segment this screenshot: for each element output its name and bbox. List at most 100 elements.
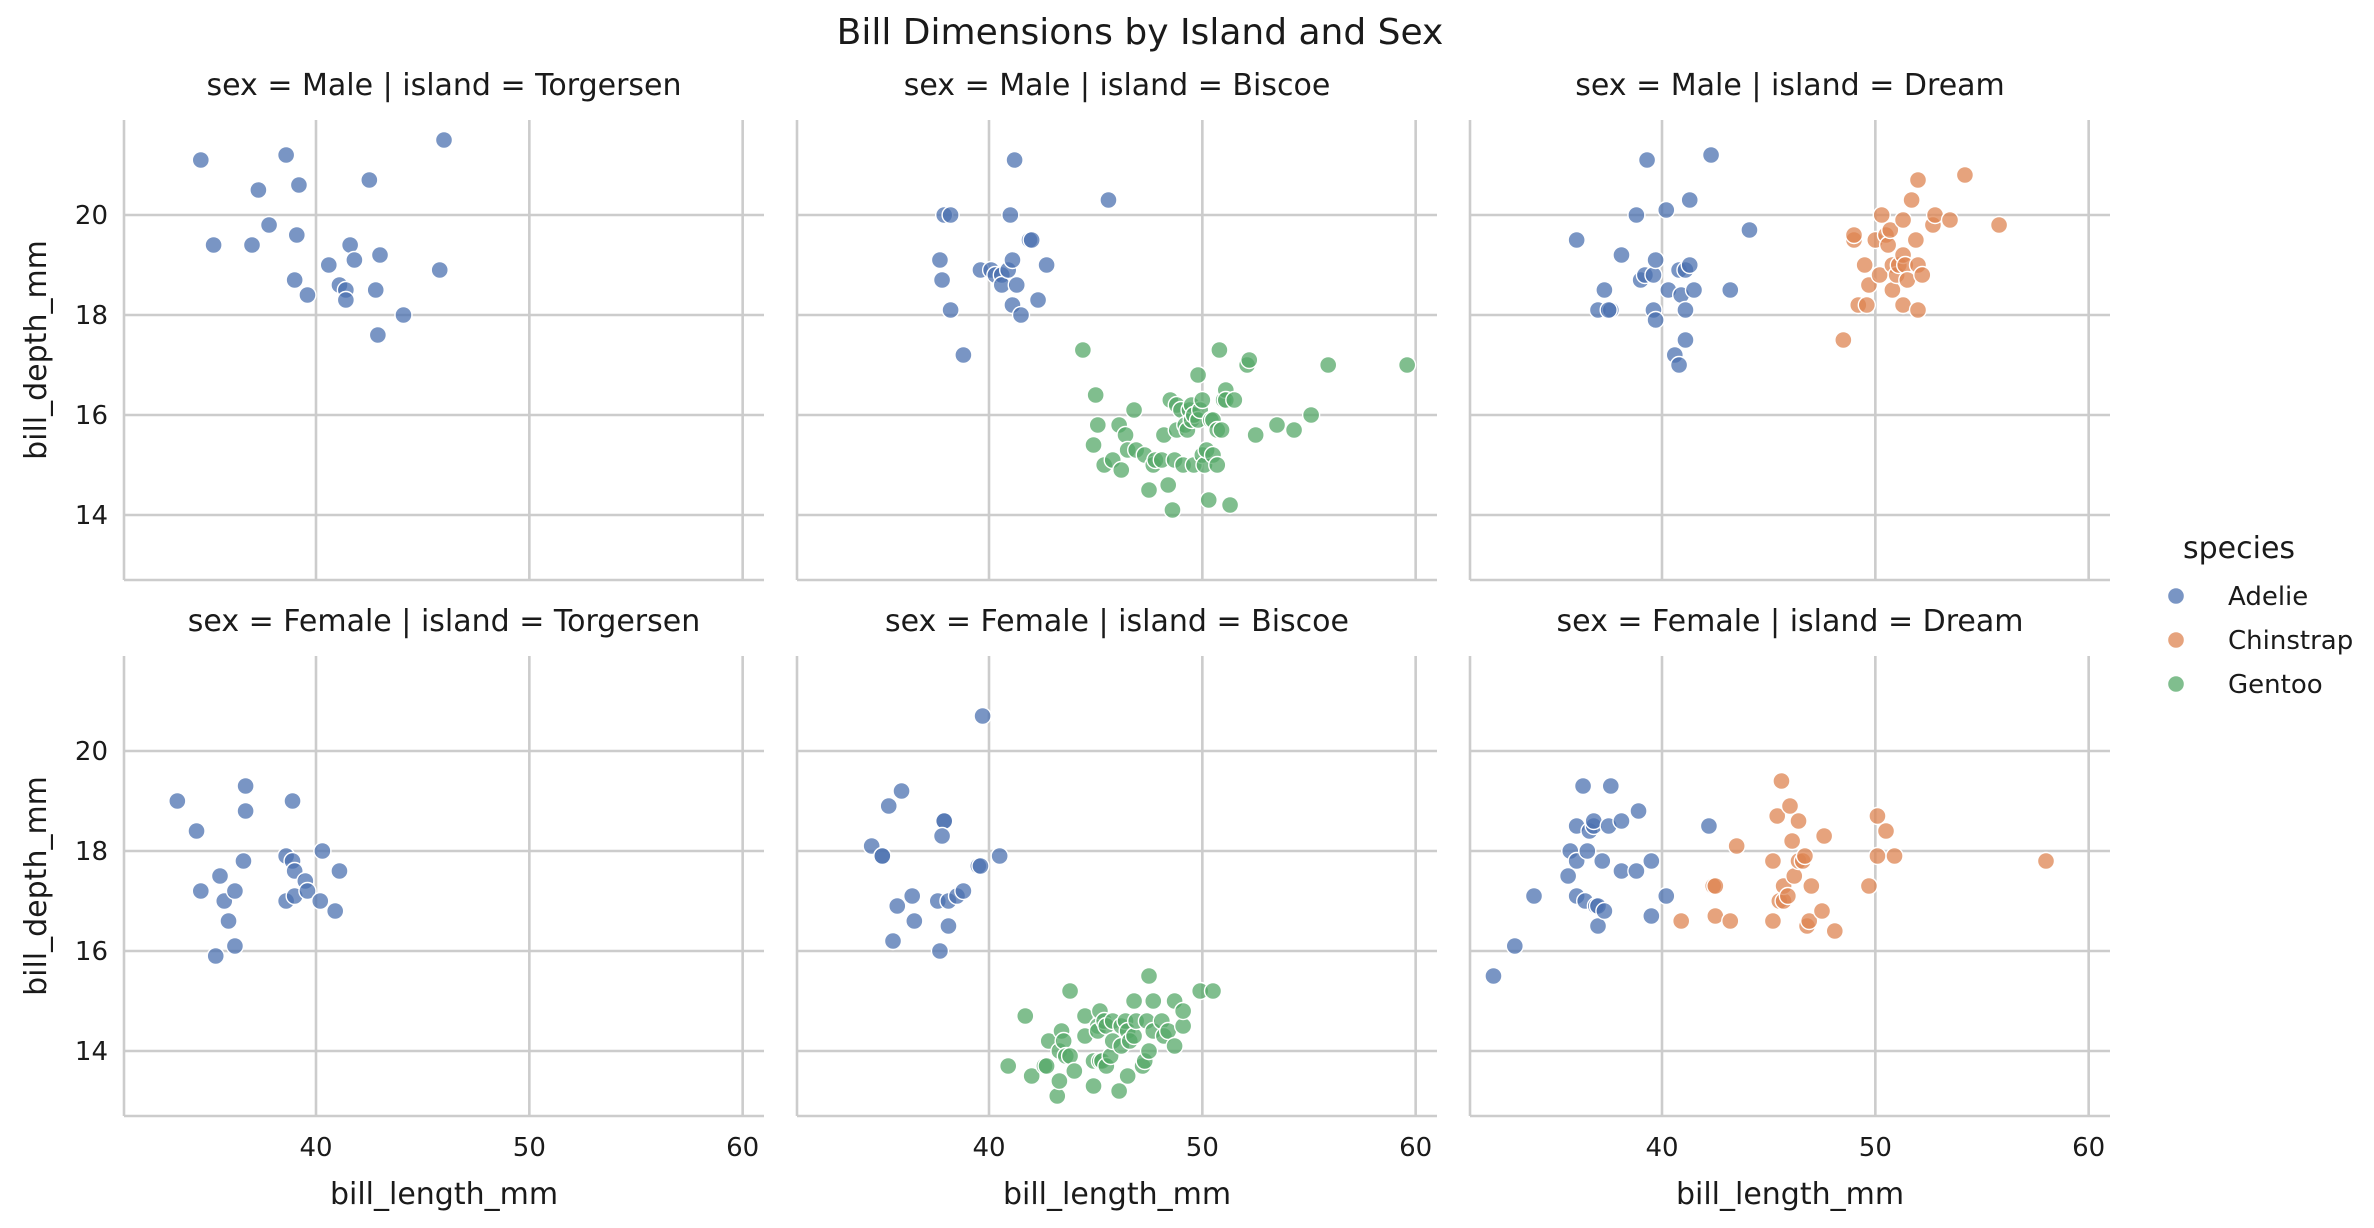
data-point (1144, 991, 1163, 1011)
data-point (330, 861, 349, 881)
data-point (1878, 235, 1898, 255)
data-point (259, 215, 279, 235)
data-point (1868, 846, 1887, 866)
legend-title: species (2183, 531, 2295, 566)
data-point (1676, 300, 1695, 320)
data-point (1657, 200, 1676, 220)
panel-5: sex = Female | island = Biscoe 40 50 60 bill… (795, 604, 1437, 1212)
data-point (883, 931, 903, 951)
panel-title: sex = Male | island = Dream (1575, 68, 2005, 103)
data-point (319, 255, 338, 275)
y-tick-label: 20 (75, 201, 108, 231)
data-point (1699, 816, 1719, 836)
data-point (1780, 796, 1800, 816)
data-point (1601, 776, 1621, 796)
data-point (168, 791, 187, 811)
data-point (932, 826, 952, 846)
series-adelie (1567, 145, 1759, 375)
data-point (1060, 1046, 1080, 1066)
data-point (298, 881, 317, 901)
data-point (1814, 826, 1834, 846)
legend: species Adelie Chinstrap Gentoo (2166, 531, 2353, 700)
data-point (1524, 886, 1544, 906)
data-point (1050, 1071, 1069, 1091)
data-point (1208, 455, 1227, 475)
data-point (1680, 255, 1699, 275)
data-point (932, 270, 952, 290)
data-point (1599, 300, 1618, 320)
data-point (1139, 966, 1159, 986)
data-point (1857, 295, 1877, 315)
data-point (1109, 1081, 1129, 1101)
series-chinstrap (1671, 771, 2056, 941)
y-tick-label: 14 (75, 1037, 108, 1067)
data-point (1595, 280, 1614, 300)
data-point (1785, 866, 1804, 886)
panel-title: sex = Female | island = Torgersen (188, 604, 700, 639)
data-point (1767, 806, 1787, 826)
series-chinstrap (1834, 165, 2009, 350)
data-point (1657, 886, 1676, 906)
data-point (1484, 966, 1503, 986)
x-tick-label: 60 (2072, 1133, 2105, 1163)
data-point (1627, 861, 1646, 881)
data-point (954, 345, 973, 365)
data-point (1913, 265, 1932, 285)
data-point (1301, 405, 1321, 425)
data-point (1005, 150, 1024, 170)
panel-title: sex = Female | island = Dream (1557, 604, 2024, 639)
data-point (1124, 991, 1144, 1011)
data-point (340, 235, 360, 255)
data-point (366, 280, 385, 300)
data-point (1267, 415, 1287, 435)
data-point (1573, 776, 1593, 796)
data-point (1772, 771, 1791, 791)
data-point (1701, 145, 1721, 165)
data-point (1165, 1036, 1184, 1056)
data-point (210, 866, 230, 886)
data-point (1203, 981, 1223, 1001)
data-point (1872, 205, 1891, 225)
data-point (225, 881, 245, 901)
data-point (1567, 230, 1586, 250)
series-gentoo (999, 966, 1223, 1106)
data-point (1644, 265, 1663, 285)
legend-label-chinstrap: Chinstrap (2228, 626, 2353, 656)
data-point (888, 896, 907, 916)
data-point (954, 881, 973, 901)
x-axis-label: bill_length_mm (330, 1177, 558, 1212)
data-point (1782, 831, 1802, 851)
data-point (1112, 460, 1131, 480)
data-point (1088, 415, 1108, 435)
data-point (1001, 205, 1020, 225)
legend-marker-gentoo (2166, 674, 2186, 694)
data-point (1188, 365, 1208, 385)
data-point (1989, 215, 2009, 235)
data-point (249, 180, 268, 200)
data-point (1642, 851, 1661, 871)
data-point (1139, 480, 1159, 500)
data-point (234, 851, 253, 871)
data-point (941, 300, 960, 320)
panel-title: sex = Male | island = Biscoe (904, 68, 1331, 103)
data-point (1642, 906, 1661, 926)
data-point (2036, 851, 2056, 871)
figure-title: Bill Dimensions by Island and Sex (837, 12, 1444, 53)
data-point (1173, 1001, 1193, 1021)
data-point (999, 1056, 1018, 1076)
data-point (1016, 1006, 1035, 1026)
data-point (1906, 230, 1926, 250)
data-point (1955, 165, 1975, 185)
data-point (971, 856, 990, 876)
x-tick-label: 40 (299, 1133, 332, 1163)
data-point (1022, 1066, 1041, 1086)
x-axis-label: bill_length_mm (1676, 1177, 1904, 1212)
data-point (345, 250, 364, 270)
data-point (1037, 1056, 1056, 1076)
data-point (1612, 811, 1631, 831)
data-point (930, 250, 950, 270)
data-point (1011, 305, 1031, 325)
data-point (1646, 310, 1665, 330)
data-point (285, 270, 304, 290)
data-point (1007, 275, 1026, 295)
